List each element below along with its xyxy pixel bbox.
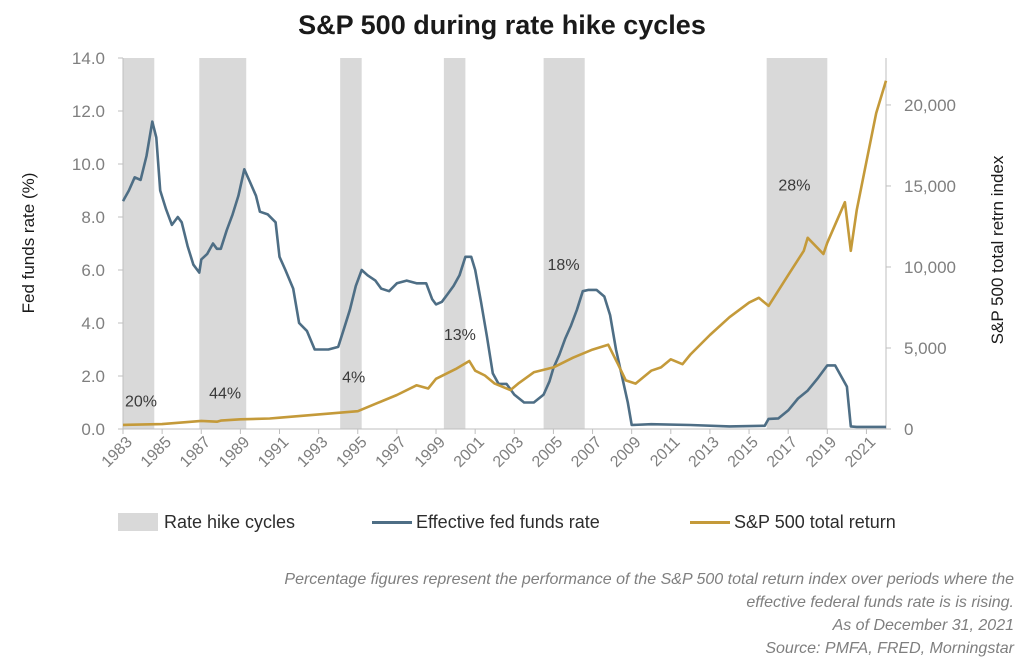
legend-label: Effective fed funds rate bbox=[416, 511, 600, 532]
y-tick-label-right-2: 10,000 bbox=[904, 258, 956, 277]
y-tick-label-left-4: 8.0 bbox=[81, 208, 105, 227]
rate-hike-bands bbox=[123, 58, 828, 429]
x-tick-label-8: 1999 bbox=[412, 434, 449, 471]
x-tick-label-19: 2021 bbox=[842, 434, 879, 471]
x-tick-label-12: 2007 bbox=[568, 434, 605, 471]
x-tick-label-10: 2003 bbox=[490, 434, 527, 471]
chart-svg: 0.0 2.0 4.0 6.0 8.0 10.0 12.0 14.0 0 5,000 10,000 1… bbox=[19, 49, 1007, 471]
x-tick-label-6: 1995 bbox=[333, 434, 370, 471]
legend-item-sp500: S&P 500 total return bbox=[690, 508, 896, 536]
x-tick-label-11: 2005 bbox=[529, 434, 566, 471]
x-tick-label-17: 2017 bbox=[764, 434, 801, 471]
series-line-fed-funds-rate bbox=[121, 120, 886, 429]
y-tick-label-left-5: 10.0 bbox=[72, 155, 105, 174]
legend-swatch-fed-funds bbox=[372, 520, 412, 524]
x-tick-label-18: 2019 bbox=[803, 434, 840, 471]
x-tick-label-16: 2015 bbox=[725, 434, 762, 471]
y-tick-label-right-0: 0 bbox=[904, 420, 913, 439]
x-tick-label-7: 1997 bbox=[373, 434, 410, 471]
series-lines bbox=[121, 80, 888, 429]
x-tick-label-1: 1985 bbox=[138, 434, 175, 471]
series-line-sp500-total-return bbox=[122, 80, 888, 427]
x-tick-label-5: 1993 bbox=[294, 434, 331, 471]
y-tick-label-right-4: 20,000 bbox=[904, 96, 956, 115]
x-tick-label-2: 1987 bbox=[177, 434, 214, 471]
y-tick-label-right-1: 5,000 bbox=[904, 339, 947, 358]
rate-hike-band-5 bbox=[766, 58, 828, 429]
y-tick-label-left-0: 0.0 bbox=[81, 420, 105, 439]
y-tick-label-left-1: 2.0 bbox=[81, 367, 105, 386]
rate-hike-band-4 bbox=[543, 58, 585, 429]
y-tick-label-left-6: 12.0 bbox=[72, 102, 105, 121]
legend-item-fed-funds: Effective fed funds rate bbox=[372, 508, 600, 536]
footnotes: Percentage figures represent the perform… bbox=[114, 568, 1014, 660]
cycle-label-0: 20% bbox=[125, 393, 157, 410]
footnote-line: Source: PMFA, FRED, Morningstar bbox=[765, 640, 1014, 657]
x-tick-label-9: 2001 bbox=[451, 434, 488, 471]
footnote-line: As of December 31, 2021 bbox=[832, 617, 1014, 634]
footnote-line: effective federal funds rate is is risin… bbox=[746, 594, 1014, 611]
legend-swatch-band bbox=[118, 513, 158, 531]
cycle-labels: 20% 44% 4% 13% 18% 28% bbox=[125, 178, 810, 411]
y-axis-label-right: S&P 500 total retrn index bbox=[988, 155, 1007, 344]
rate-hike-band-0 bbox=[123, 58, 155, 429]
chart-title: S&P 500 during rate hike cycles bbox=[298, 10, 706, 40]
x-tick-label-0: 1983 bbox=[99, 434, 136, 471]
cycle-label-2: 4% bbox=[342, 370, 365, 387]
cycle-label-3: 13% bbox=[444, 327, 476, 344]
legend-item-rate-hike: Rate hike cycles bbox=[118, 508, 295, 536]
cycle-label-4: 18% bbox=[548, 257, 580, 274]
x-tick-label-13: 2009 bbox=[607, 434, 644, 471]
x-tick-label-15: 2013 bbox=[686, 434, 723, 471]
y-tick-label-left-3: 6.0 bbox=[81, 261, 105, 280]
x-tick-label-4: 1991 bbox=[255, 434, 292, 471]
axes: 0.0 2.0 4.0 6.0 8.0 10.0 12.0 14.0 0 5,000 10,000 1… bbox=[72, 49, 956, 471]
cycle-label-1: 44% bbox=[209, 386, 241, 403]
cycle-label-5: 28% bbox=[778, 178, 810, 195]
y-tick-label-left-2: 4.0 bbox=[81, 314, 105, 333]
x-tick-label-3: 1989 bbox=[216, 434, 253, 471]
y-tick-label-left-7: 14.0 bbox=[72, 49, 105, 68]
y-axis-label-left: Fed funds rate (%) bbox=[19, 173, 38, 314]
legend-label: Rate hike cycles bbox=[164, 511, 296, 532]
legend-label: S&P 500 total return bbox=[734, 511, 896, 532]
rate-hike-band-3 bbox=[443, 58, 466, 429]
legend-swatch-sp500 bbox=[690, 520, 730, 524]
x-tick-label-14: 2011 bbox=[647, 434, 683, 470]
rate-hike-band-2 bbox=[340, 58, 362, 429]
footnote-line: Percentage figures represent the perform… bbox=[284, 571, 1014, 588]
y-tick-label-right-3: 15,000 bbox=[904, 177, 956, 196]
